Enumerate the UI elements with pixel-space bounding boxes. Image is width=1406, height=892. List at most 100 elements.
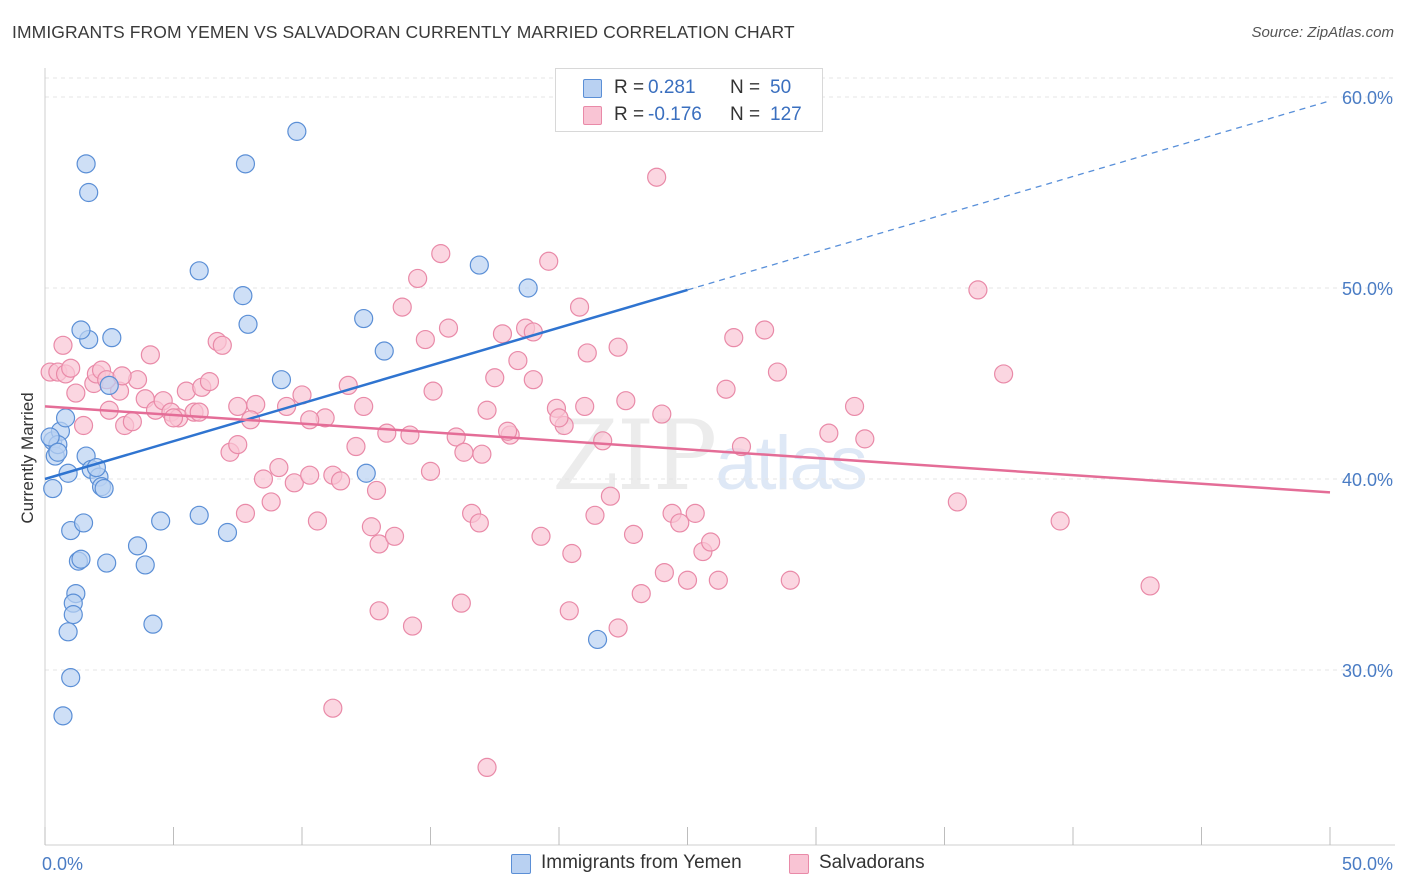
salvadoran-point: [531, 526, 551, 546]
salvadoran-point: [731, 436, 752, 457]
yemen-point: [151, 511, 171, 531]
salvadoran-point: [577, 343, 597, 363]
legend-swatch-yemen: [583, 79, 602, 98]
bottom-legend-label-yemen: Immigrants from Yemen: [541, 852, 742, 873]
yemen-point: [356, 463, 376, 483]
chart-title: IMMIGRANTS FROM YEMEN VS SALVADORAN CURR…: [12, 22, 795, 42]
yemen-point: [469, 255, 489, 275]
yemen-point: [354, 308, 374, 329]
yemen-point: [189, 505, 209, 525]
salvadoran-point: [819, 423, 839, 443]
salvadoran-point: [600, 486, 621, 506]
salvadoran-trend-line: [44, 405, 1331, 494]
salvadoran-point: [423, 381, 443, 401]
salvadoran-point: [454, 442, 474, 462]
yemen-point: [238, 314, 258, 334]
salvadoran-point: [228, 435, 248, 455]
yemen-point: [233, 286, 253, 306]
salvadoran-point: [780, 570, 800, 590]
salvadoran-point: [593, 431, 613, 451]
yemen-point: [63, 605, 83, 625]
salvadoran-point: [377, 423, 397, 443]
salvadoran-point: [346, 436, 366, 457]
salvadoran-point: [369, 601, 389, 621]
salvadoran-point: [73, 415, 94, 436]
watermark: ZIPatlas: [552, 400, 868, 512]
legend-r-label: R =: [614, 104, 645, 125]
salvadoran-point: [420, 461, 441, 481]
salvadoran-point: [361, 517, 381, 537]
yemen-point: [587, 629, 608, 650]
yemen-point: [97, 553, 117, 573]
yemen-point: [271, 370, 292, 390]
salvadoran-point: [477, 400, 497, 420]
legend-n-label: N =: [730, 104, 761, 125]
salvadoran-point: [330, 471, 351, 491]
yemen-trend-line: [44, 288, 688, 481]
salvadoran-point: [53, 335, 73, 355]
watermark-zip: ZIP: [552, 400, 717, 512]
salvadoran-point: [408, 268, 428, 289]
salvadoran-point: [559, 601, 579, 621]
yemen-point: [217, 522, 238, 543]
salvadoran-point: [163, 408, 184, 428]
salvadoran-point: [585, 505, 605, 525]
salvadoran-point: [523, 370, 543, 390]
salvadoran-point: [140, 345, 160, 365]
salvadoran-point: [354, 396, 374, 417]
legend-n-label: N =: [730, 77, 761, 98]
salvadoran-point: [253, 469, 274, 489]
salvadoran-point: [947, 492, 967, 512]
yemen-point: [55, 408, 76, 428]
yemen-point: [189, 261, 209, 281]
salvadoran-point: [562, 543, 582, 564]
salvadoran-point: [844, 396, 865, 417]
salvadoran-point: [212, 335, 232, 355]
salvadoran-point: [1050, 511, 1070, 531]
salvadoran-point: [392, 297, 412, 317]
salvadoran-point: [400, 425, 420, 445]
salvadoran-point: [431, 244, 451, 264]
y-tick-label: 60.0%: [1342, 88, 1393, 108]
yemen-point: [94, 478, 114, 499]
watermark-atlas: atlas: [715, 421, 868, 506]
legend-n-value: 127: [770, 104, 802, 125]
x-tick-label: 50.0%: [1342, 854, 1393, 874]
x-tick-label: 0.0%: [42, 854, 83, 874]
salvadoran-point: [498, 421, 518, 441]
salvadoran-point: [631, 583, 651, 604]
salvadoran-point: [323, 698, 343, 718]
salvadoran-point: [708, 570, 728, 590]
salvadoran-point: [300, 410, 320, 430]
yemen-point: [43, 478, 63, 499]
salvadoran-point: [968, 280, 988, 300]
yemen-point: [73, 513, 94, 533]
yemen-point: [58, 622, 78, 642]
yemen-point: [235, 154, 256, 174]
salvadoran-point: [451, 593, 471, 613]
salvadoran-point: [369, 534, 389, 554]
yemen-point: [61, 668, 81, 688]
salvadoran-point: [767, 362, 788, 382]
yemen-trend-extension: [687, 100, 1331, 291]
y-tick-label: 50.0%: [1342, 279, 1393, 299]
salvadoran-point: [677, 570, 698, 590]
yemen-point: [127, 536, 148, 556]
yemen-point: [374, 341, 394, 361]
yemen-point: [287, 121, 307, 141]
salvadoran-point: [112, 366, 132, 386]
salvadoran-point: [652, 404, 672, 424]
salvadoran-point: [189, 402, 209, 422]
yemen-point: [76, 154, 96, 174]
salvadoran-point: [994, 364, 1014, 384]
salvadoran-point: [284, 473, 304, 493]
legend-r-value: 0.281: [648, 77, 696, 98]
salvadoran-point: [199, 371, 220, 392]
bottom-legend-swatch-salvadorans: [789, 854, 809, 874]
yemen-point: [48, 442, 68, 462]
legend-r-label: R =: [614, 77, 645, 98]
yemen-point: [518, 278, 538, 298]
salvadoran-point: [685, 503, 705, 523]
salvadoran-point: [608, 337, 628, 357]
